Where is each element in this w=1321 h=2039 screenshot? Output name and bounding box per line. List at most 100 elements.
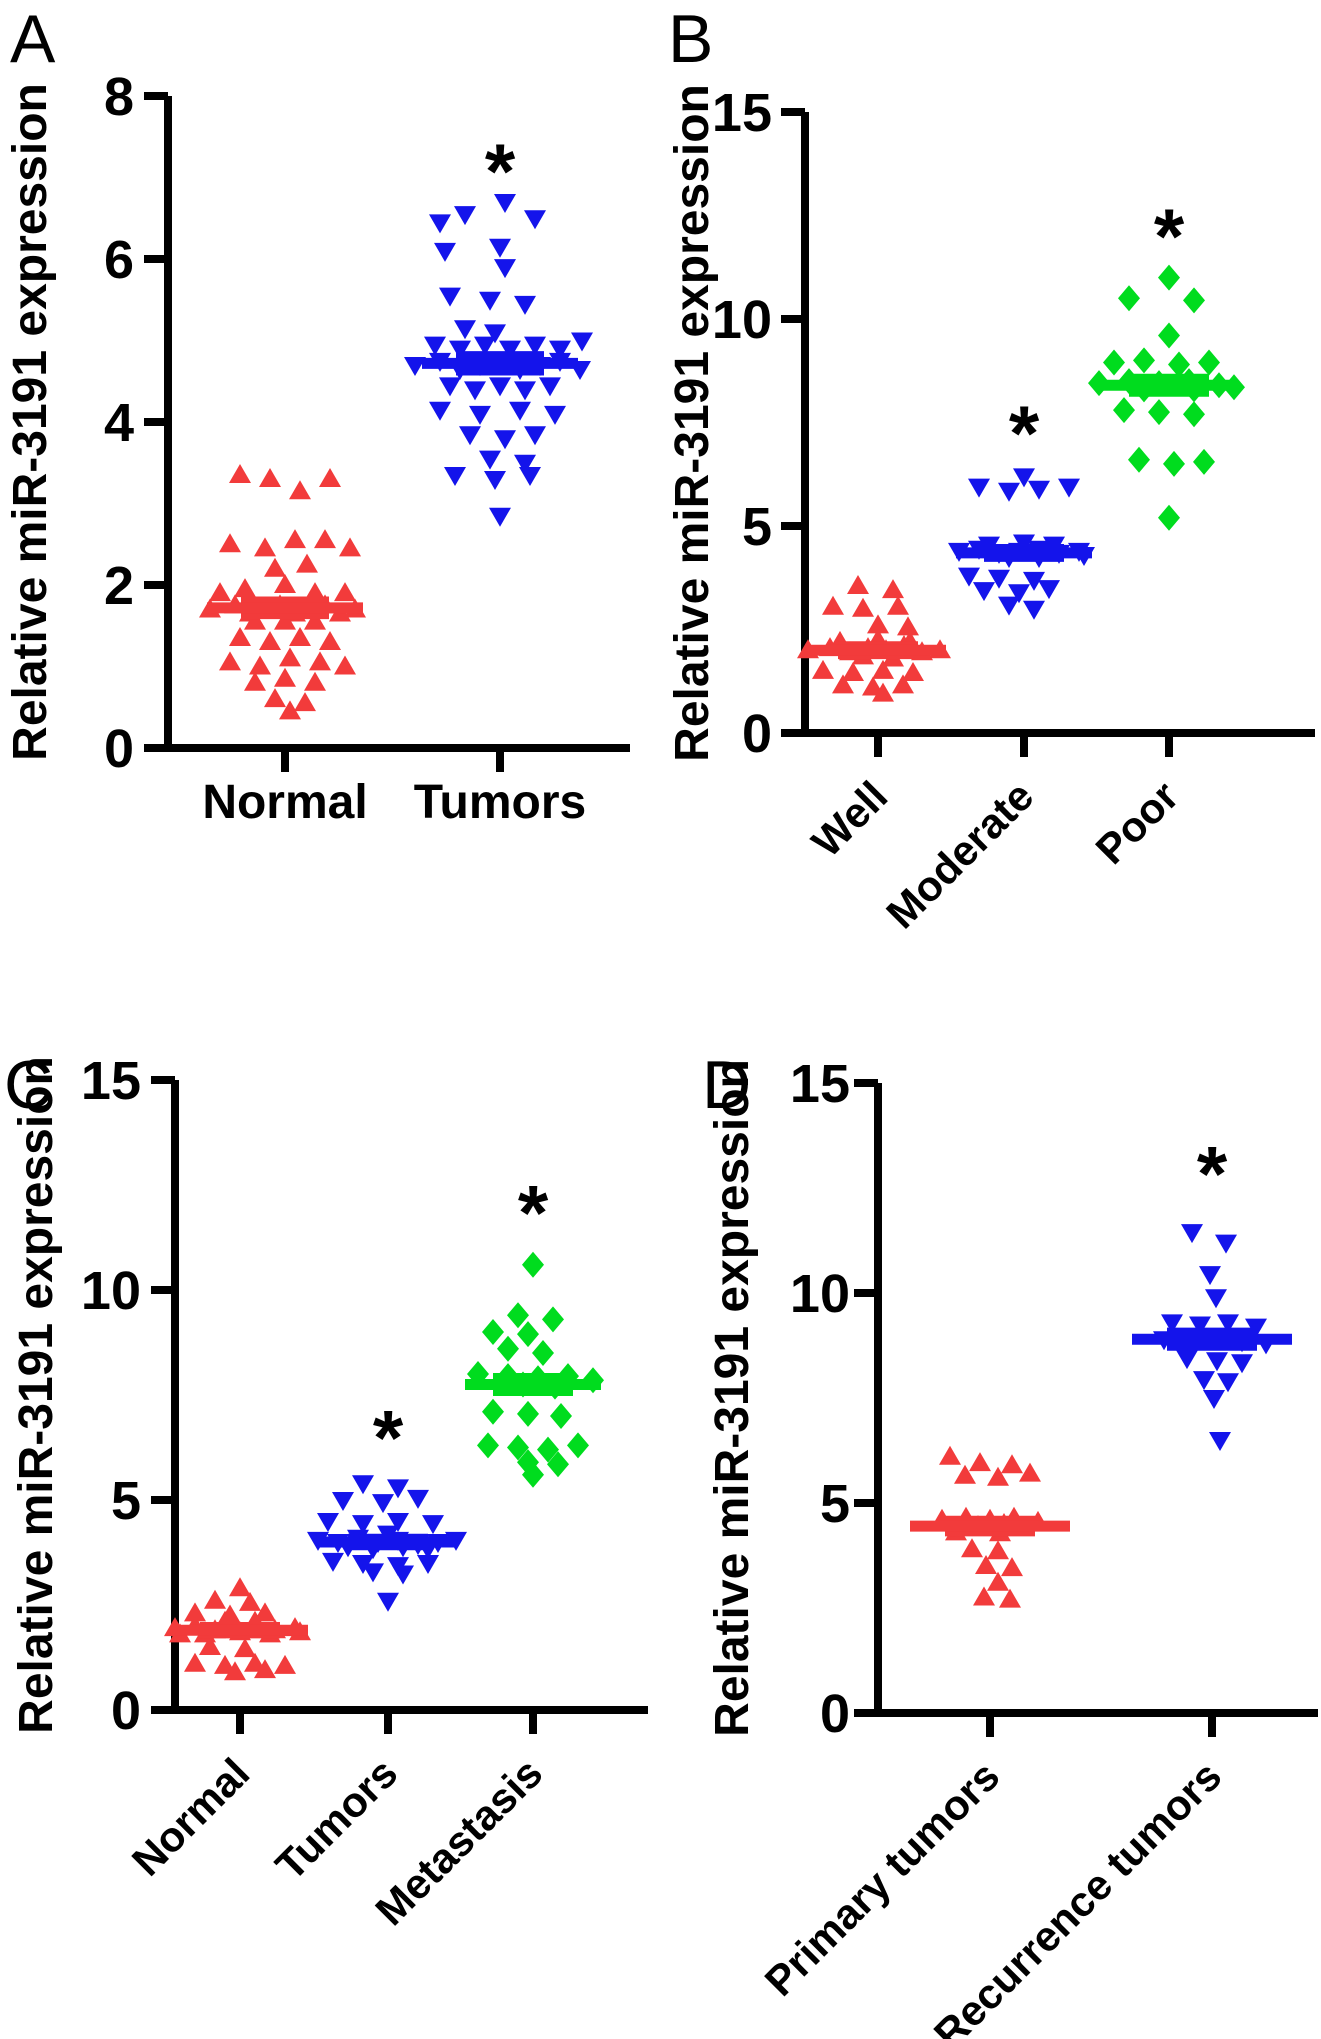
data-point	[973, 582, 995, 602]
data-point	[494, 430, 516, 450]
panel-letter: D	[702, 1047, 751, 1123]
data-point	[352, 1515, 374, 1535]
data-point	[1158, 504, 1180, 531]
data-point	[489, 377, 511, 397]
data-point	[314, 529, 336, 549]
data-point	[392, 1565, 414, 1585]
data-point	[234, 578, 256, 598]
y-tick-label: 8	[104, 67, 134, 127]
data-point	[489, 238, 511, 258]
data-point	[274, 610, 296, 630]
data-point	[517, 1321, 539, 1348]
data-point	[522, 1461, 544, 1488]
x-category-label: Normal	[123, 1749, 259, 1885]
data-point	[892, 674, 914, 694]
data-point	[459, 426, 481, 446]
data-point	[975, 1555, 997, 1574]
y-tick-label: 4	[104, 393, 134, 453]
panel-letter: A	[10, 1, 56, 77]
data-point	[322, 1552, 344, 1572]
y-axis-title: Relative miR-3191 expression	[706, 1059, 759, 1737]
data-point	[842, 661, 864, 681]
data-point	[454, 206, 476, 226]
y-tick-label: 0	[820, 1684, 850, 1744]
data-point	[454, 320, 476, 340]
significance-asterisk: *	[1197, 1130, 1228, 1218]
data-point	[1113, 397, 1135, 424]
data-point	[1206, 1352, 1228, 1372]
data-point	[872, 682, 894, 702]
data-point	[1199, 1266, 1221, 1286]
data-point	[1001, 1454, 1023, 1474]
data-point	[969, 1452, 991, 1472]
y-tick-label: 10	[790, 1264, 850, 1324]
data-point	[1183, 287, 1205, 314]
y-tick-label: 10	[81, 1261, 141, 1321]
data-point	[1038, 580, 1060, 600]
data-point	[514, 454, 536, 474]
data-point	[987, 1540, 1009, 1560]
data-point	[494, 259, 516, 279]
data-point	[289, 626, 311, 646]
data-point	[362, 1563, 384, 1583]
significance-asterisk: *	[1009, 389, 1040, 477]
data-point	[294, 692, 316, 712]
data-point	[1028, 480, 1050, 500]
data-point	[254, 1659, 276, 1679]
data-point	[571, 332, 593, 352]
data-point	[1019, 1462, 1041, 1482]
data-point	[449, 340, 471, 360]
data-point	[897, 616, 919, 636]
x-category-label: Poor	[1086, 772, 1187, 873]
data-point	[184, 1652, 206, 1672]
data-point	[259, 468, 281, 488]
data-point	[968, 478, 990, 498]
data-point	[224, 1661, 246, 1681]
panel-letter: B	[668, 1, 713, 77]
data-point	[339, 537, 361, 557]
data-point	[479, 450, 501, 470]
data-point	[1023, 571, 1045, 591]
data-point	[1158, 264, 1180, 291]
data-point	[234, 1638, 256, 1658]
x-category-label: Normal	[202, 776, 367, 829]
data-point	[1209, 1432, 1231, 1451]
data-point	[1001, 1557, 1023, 1577]
data-point	[499, 340, 521, 360]
data-point	[319, 468, 341, 488]
data-point	[279, 700, 301, 720]
data-point	[1181, 1224, 1203, 1244]
data-point	[524, 210, 546, 230]
data-point	[444, 466, 466, 486]
data-point	[867, 614, 889, 634]
data-point	[550, 1403, 572, 1429]
data-point	[1217, 1314, 1239, 1334]
data-point	[999, 1588, 1021, 1608]
y-tick-label: 5	[111, 1471, 141, 1531]
data-point	[998, 482, 1020, 502]
y-tick-label: 15	[790, 1054, 850, 1114]
data-point	[507, 1302, 529, 1329]
y-tick-label: 15	[712, 83, 772, 143]
data-point	[304, 671, 326, 691]
y-axis-title: Relative miR-3191 expression	[10, 1056, 63, 1734]
data-point	[882, 579, 904, 599]
data-point	[1203, 1390, 1225, 1409]
data-point	[204, 1589, 226, 1609]
data-point	[264, 557, 286, 577]
data-point	[852, 597, 874, 617]
data-point	[532, 1340, 554, 1366]
data-point	[279, 647, 301, 667]
data-point	[832, 674, 854, 694]
data-point	[847, 575, 869, 595]
data-point	[439, 287, 461, 307]
data-point	[988, 569, 1010, 589]
data-point	[229, 1577, 251, 1597]
significance-asterisk: *	[485, 127, 516, 215]
data-point	[484, 471, 506, 491]
data-point	[1148, 399, 1170, 426]
data-point	[494, 193, 516, 213]
data-point	[274, 667, 296, 687]
